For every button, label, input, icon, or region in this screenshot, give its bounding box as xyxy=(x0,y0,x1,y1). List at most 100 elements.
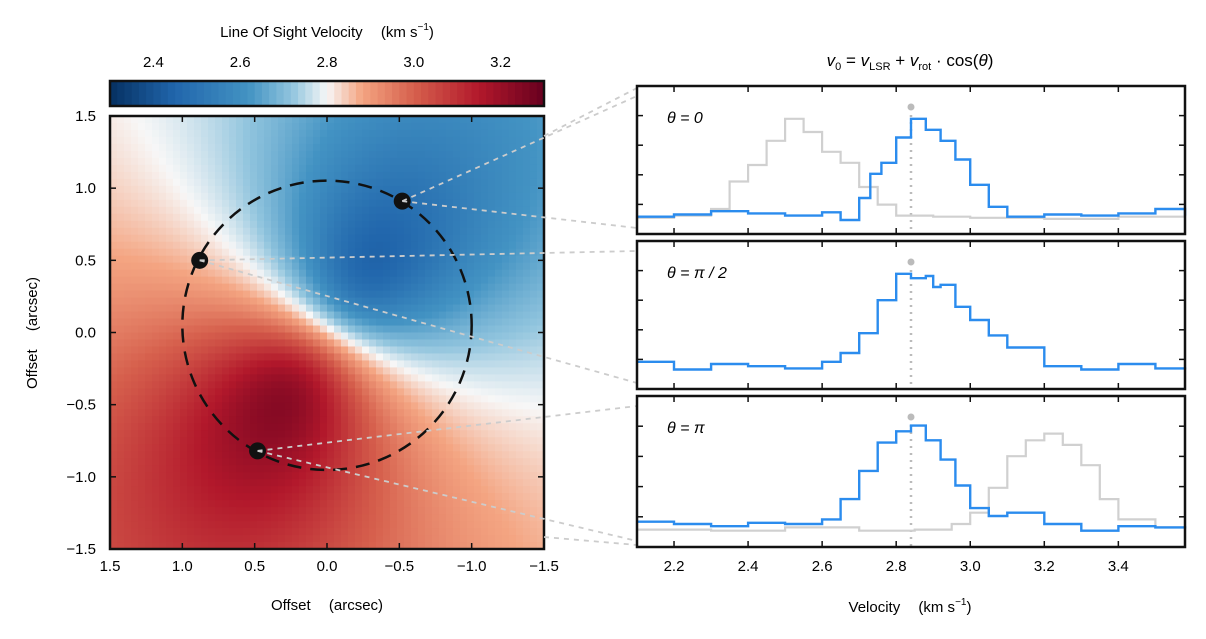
map-pixel xyxy=(278,269,286,278)
map-pixel xyxy=(474,388,482,397)
map-pixel xyxy=(495,416,503,425)
map-pixel xyxy=(530,360,538,369)
map-pixel xyxy=(530,325,538,334)
map-pixel xyxy=(348,325,356,334)
map-pixel xyxy=(236,116,244,124)
map-pixel xyxy=(145,220,153,229)
map-pixel xyxy=(495,262,503,271)
map-pixel xyxy=(397,423,405,432)
map-pixel xyxy=(390,542,398,549)
map-pixel xyxy=(537,388,544,397)
map-pixel xyxy=(250,479,258,487)
map-pixel xyxy=(432,444,440,453)
map-pixel xyxy=(243,465,251,473)
map-pixel xyxy=(460,444,468,453)
map-pixel xyxy=(453,262,461,271)
map-pixel xyxy=(467,255,475,264)
map-pixel xyxy=(222,409,230,418)
colorbar-step xyxy=(370,81,379,106)
systemic-velocity-dot xyxy=(907,258,915,266)
map-pixel xyxy=(180,486,188,494)
map-pixel xyxy=(208,528,216,536)
map-pixel xyxy=(124,535,132,543)
map-pixel xyxy=(341,339,349,348)
map-pixel xyxy=(117,521,125,529)
map-pixel xyxy=(173,451,181,460)
map-pixel xyxy=(257,283,265,292)
map-pixel xyxy=(278,472,286,480)
map-pixel xyxy=(530,234,538,243)
map-pixel xyxy=(306,465,314,473)
map-pixel xyxy=(250,290,258,299)
map-pixel xyxy=(411,178,419,187)
map-pixel xyxy=(152,318,160,327)
map-pixel xyxy=(530,388,538,397)
map-pixel xyxy=(495,458,503,466)
map-pixel xyxy=(432,339,440,348)
map-pixel xyxy=(215,129,223,138)
map-pixel xyxy=(215,185,223,194)
map-pixel xyxy=(390,171,398,180)
map-pixel xyxy=(362,360,370,369)
map-pixel xyxy=(299,136,307,145)
map-pixel xyxy=(327,185,335,194)
map-pixel xyxy=(404,297,412,306)
map-pixel xyxy=(138,353,146,362)
map-pixel xyxy=(453,430,461,439)
map-pixel xyxy=(453,143,461,152)
map-pixel xyxy=(208,213,216,222)
map-pixel xyxy=(215,528,223,536)
panel-label: θ = π / 2 xyxy=(667,265,727,282)
map-pixel xyxy=(173,402,181,411)
map-pixel xyxy=(243,500,251,508)
map-pixel xyxy=(243,360,251,369)
map-pixel xyxy=(229,542,237,549)
colorbar-step xyxy=(384,81,393,106)
map-pixel xyxy=(264,116,272,124)
map-pixel xyxy=(201,325,209,334)
map-pixel xyxy=(523,395,531,404)
map-pixel xyxy=(397,402,405,411)
map-pixel xyxy=(502,542,510,549)
map-pixel xyxy=(306,416,314,425)
map-pixel xyxy=(509,528,517,536)
map-pixel xyxy=(208,248,216,257)
map-pixel xyxy=(355,269,363,278)
map-pixel xyxy=(271,381,279,390)
map-pixel xyxy=(460,430,468,439)
map-pixel xyxy=(355,521,363,529)
map-pixel xyxy=(180,199,188,208)
map-pixel xyxy=(292,437,300,446)
map-pixel xyxy=(467,367,475,376)
map-pixel xyxy=(306,360,314,369)
connector-line xyxy=(401,95,638,202)
map-pixel xyxy=(173,192,181,201)
map-pixel xyxy=(110,283,118,292)
map-pixel xyxy=(369,500,377,508)
map-pixel xyxy=(229,444,237,453)
map-pixel xyxy=(348,430,356,439)
map-pixel xyxy=(516,486,524,494)
map-pixel xyxy=(138,262,146,271)
map-pixel xyxy=(166,402,174,411)
map-pixel xyxy=(474,297,482,306)
map-pixel xyxy=(348,346,356,355)
map-pixel xyxy=(285,129,293,138)
map-pixel xyxy=(397,220,405,229)
map-pixel xyxy=(474,332,482,341)
map-pixel xyxy=(537,535,544,543)
map-pixel xyxy=(138,213,146,222)
map-pixel xyxy=(236,199,244,208)
map-pixel xyxy=(131,241,139,250)
map-pixel xyxy=(215,479,223,487)
map-pixel xyxy=(208,430,216,439)
map-pixel xyxy=(530,255,538,264)
map-pixel xyxy=(215,507,223,515)
map-pixel xyxy=(432,353,440,362)
map-pixel xyxy=(180,395,188,404)
map-pixel xyxy=(187,458,195,466)
map-pixel xyxy=(306,255,314,264)
map-pixel xyxy=(145,122,153,131)
map-pixel xyxy=(453,234,461,243)
map-pixel xyxy=(383,276,391,285)
